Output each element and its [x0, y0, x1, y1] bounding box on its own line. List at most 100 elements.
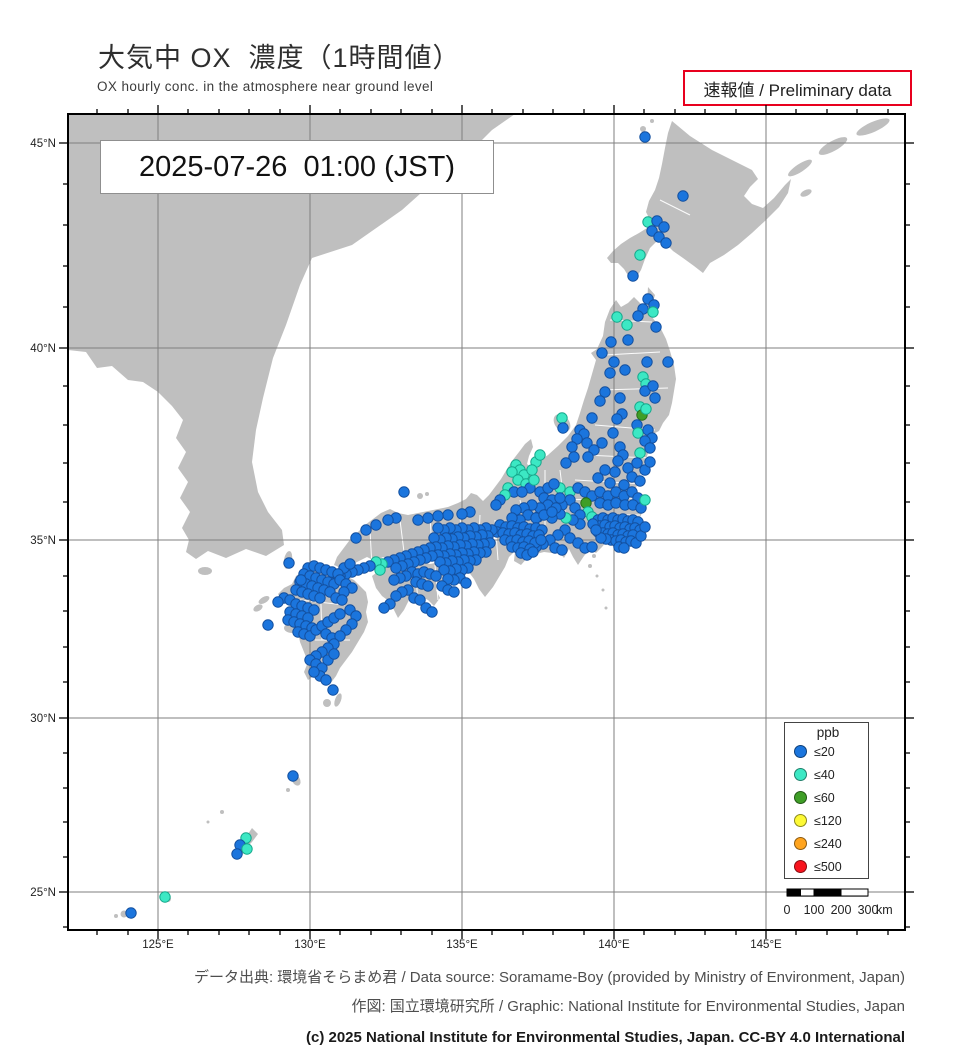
station-dot	[548, 478, 560, 490]
preliminary-data-badge: 速報値 / Preliminary data	[683, 70, 912, 106]
station-dot	[647, 306, 659, 318]
station-dot	[382, 514, 394, 526]
station-dot	[631, 457, 643, 469]
station-dot	[607, 427, 619, 439]
station-dot	[614, 392, 626, 404]
legend-color-dot	[794, 745, 807, 758]
scale-bar: 0 100 200 300 km	[778, 884, 918, 930]
station-dot	[350, 532, 362, 544]
station-dot	[599, 464, 611, 476]
station-dot	[374, 564, 386, 576]
footer: データ出典: 環境省そらまめ君 / Data source: Soramame-…	[194, 963, 905, 1052]
station-dot	[619, 364, 631, 376]
station-dot	[649, 392, 661, 404]
preliminary-data-label: 速報値 / Preliminary data	[703, 80, 892, 100]
lat-axis-label: 45°N	[30, 138, 56, 150]
station-dot	[430, 570, 442, 582]
station-dot	[639, 385, 651, 397]
graphic-credit: 作図: 国立環境研究所 / Graphic: National Institut…	[351, 998, 905, 1015]
station-dot	[526, 464, 538, 476]
station-dot	[442, 509, 454, 521]
station-dot	[344, 558, 356, 570]
station-dot	[592, 472, 604, 484]
lon-axis-label: 135°E	[446, 939, 478, 951]
station-dot	[295, 574, 307, 586]
station-dot	[378, 602, 390, 614]
lon-axis-label: 130°E	[294, 939, 326, 951]
station-dot	[644, 442, 656, 454]
legend-color-dot	[794, 814, 807, 827]
station-dot	[552, 529, 564, 541]
station-dot	[568, 451, 580, 463]
lat-axis-label: 30°N	[30, 713, 56, 725]
station-dot	[231, 848, 243, 860]
station-dot	[634, 475, 646, 487]
lon-axis-label: 140°E	[598, 939, 630, 951]
station-dot	[432, 522, 444, 534]
timestamp-box: 2025-07-26 01:00 (JST)	[100, 140, 494, 194]
station-dot	[560, 457, 572, 469]
station-dot	[660, 237, 672, 249]
legend-item-label: ≤240	[814, 836, 842, 851]
station-dot	[639, 494, 651, 506]
station-dot	[608, 356, 620, 368]
station-dot	[571, 433, 583, 445]
station-dot	[639, 521, 651, 533]
legend-color-dot	[794, 791, 807, 804]
station-dots-layer	[125, 131, 689, 919]
station-dot	[586, 541, 598, 553]
station-dot	[556, 544, 568, 556]
station-dot	[535, 534, 547, 546]
station-dot	[320, 674, 332, 686]
station-dot	[414, 594, 426, 606]
station-dot	[639, 131, 651, 143]
legend-item: ≤20	[794, 740, 835, 763]
station-dot	[516, 486, 528, 498]
station-dot	[262, 619, 274, 631]
station-dot	[422, 580, 434, 592]
legend-item: ≤500	[794, 855, 842, 878]
station-dot	[283, 557, 295, 569]
station-dot	[640, 403, 652, 415]
legend-item-label: ≤120	[814, 813, 842, 828]
station-dot	[422, 512, 434, 524]
legend-item-label: ≤500	[814, 859, 842, 874]
station-dot	[287, 770, 299, 782]
station-dot	[241, 843, 253, 855]
station-dot	[634, 447, 646, 459]
scalebar-unit: km	[876, 903, 893, 917]
station-dot	[595, 532, 607, 544]
station-dot	[596, 437, 608, 449]
station-dot	[328, 648, 340, 660]
lon-axis-label: 145°E	[750, 939, 782, 951]
station-dot	[677, 190, 689, 202]
station-dot	[159, 891, 171, 903]
station-dot	[308, 604, 320, 616]
station-dot	[334, 630, 346, 642]
station-dot	[360, 524, 372, 536]
station-dot	[390, 590, 402, 602]
legend-item-label: ≤60	[814, 790, 835, 805]
station-dot	[460, 577, 472, 589]
station-dot	[456, 508, 468, 520]
station-dot	[611, 413, 623, 425]
legend-item: ≤240	[794, 832, 842, 855]
station-dot	[611, 311, 623, 323]
station-dot	[388, 574, 400, 586]
legend-item: ≤60	[794, 786, 835, 809]
station-dot	[432, 510, 444, 522]
station-dot	[582, 451, 594, 463]
station-dot	[639, 464, 651, 476]
timestamp-label: 2025-07-26 01:00 (JST)	[139, 150, 455, 183]
station-dot	[618, 542, 630, 554]
legend: ppb ≤20 ≤40 ≤60 ≤120 ≤240 ≤500	[784, 722, 869, 879]
station-dot	[490, 499, 502, 511]
page-title: 大気中 OX 濃度（1時間値）	[98, 43, 461, 73]
copyright-line: (c) 2025 National Institute for Environm…	[305, 1029, 905, 1046]
station-dot	[314, 592, 326, 604]
station-dot	[370, 519, 382, 531]
legend-color-dot	[794, 860, 807, 873]
station-dot	[641, 356, 653, 368]
